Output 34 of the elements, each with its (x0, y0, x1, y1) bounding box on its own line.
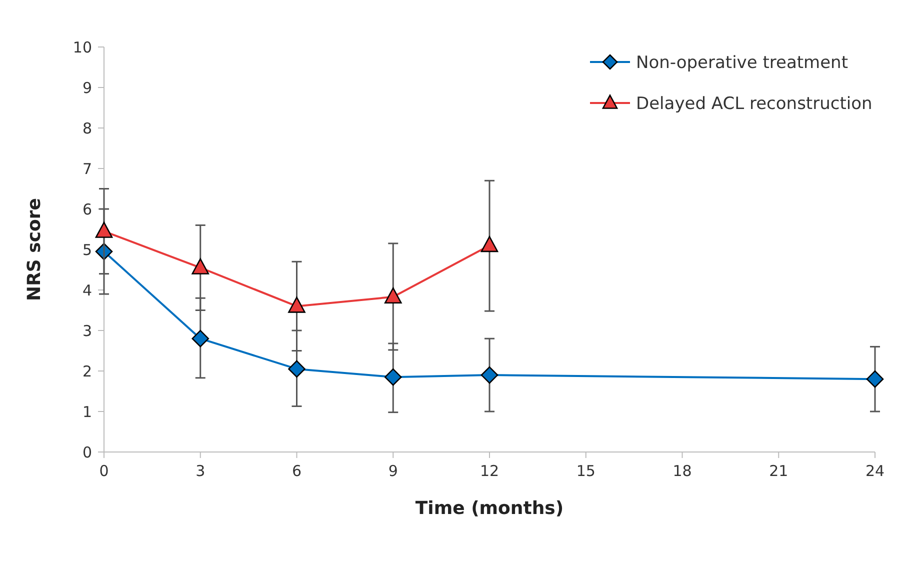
legend-label: Delayed ACL reconstruction (636, 94, 872, 114)
y-tick-label: 7 (82, 160, 92, 178)
x-tick-label: 12 (480, 462, 500, 480)
x-tick-label: 3 (196, 462, 206, 480)
point (288, 296, 306, 313)
y-tick-label: 4 (82, 281, 92, 300)
point (384, 368, 402, 386)
y-tick-label: 1 (82, 402, 92, 421)
legend-label: Non-operative treatment (636, 52, 848, 73)
x-tick-label: 6 (292, 462, 302, 480)
y-tick-label: 2 (82, 362, 92, 380)
y-tick-label: 5 (82, 240, 92, 259)
x-tick-label: 9 (388, 462, 398, 480)
point (95, 222, 113, 238)
x-tick-label: 0 (99, 462, 109, 480)
point (384, 287, 402, 304)
x-tick-label: 18 (672, 462, 692, 480)
x-axis-title: Time (months) (415, 498, 564, 519)
point (192, 330, 210, 348)
y-tick-label: 0 (82, 443, 92, 462)
y-tick-label: 10 (72, 38, 92, 56)
y-tick-label: 9 (82, 78, 92, 97)
y-axis-title: NRS score (24, 198, 45, 301)
y-tick-label: 6 (82, 200, 92, 218)
y-tick-label: 3 (82, 322, 92, 340)
x-tick-label: 15 (576, 462, 596, 480)
point (866, 370, 884, 388)
point (480, 236, 498, 252)
point (192, 258, 210, 274)
point (288, 360, 306, 378)
y-tick-label: 8 (82, 119, 92, 138)
point (480, 366, 498, 384)
x-tick-label: 24 (865, 462, 885, 480)
x-tick-label: 21 (769, 462, 788, 480)
